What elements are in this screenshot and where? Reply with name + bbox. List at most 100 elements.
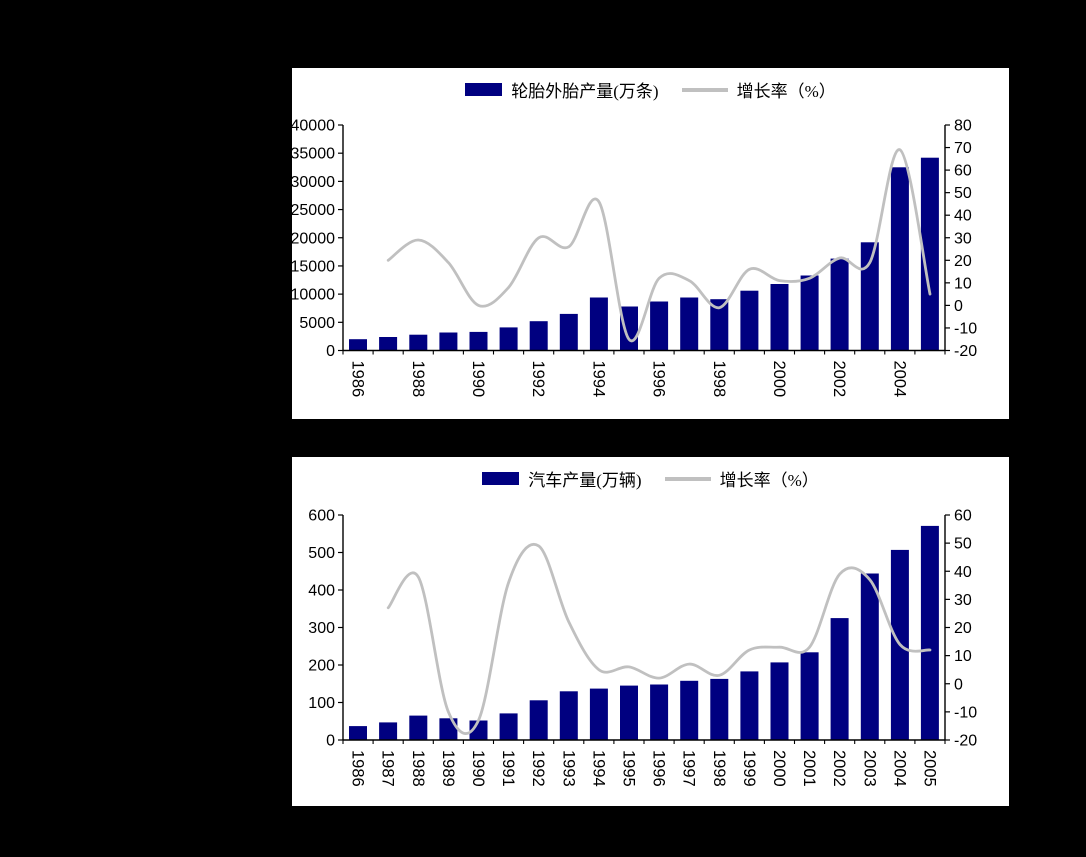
bar-2000	[770, 284, 789, 351]
left-axis-label-0: 0	[326, 733, 335, 750]
bar-1990	[469, 720, 488, 740]
right-axis-label-10: 10	[954, 275, 972, 292]
right-axis-label--10: -10	[954, 320, 977, 337]
x-axis-label-1994: 1994	[589, 361, 607, 398]
left-axis-label-300: 300	[308, 620, 335, 637]
bar-1987	[379, 337, 398, 351]
x-axis-label-2000: 2000	[770, 361, 788, 398]
bar-1995	[620, 685, 638, 740]
x-axis-label-1995: 1995	[619, 750, 637, 787]
auto-production-plot: 60050040030020010006050403020100-10-2019…	[308, 508, 977, 787]
x-axis-label-1990: 1990	[469, 750, 487, 787]
x-axis-label-2004: 2004	[890, 361, 908, 398]
x-axis-label-1988: 1988	[409, 361, 427, 398]
bar-1991	[499, 713, 518, 740]
left-axis-label-30000: 30000	[292, 174, 335, 191]
right-axis-label-80: 80	[954, 118, 972, 135]
right-axis-label-70: 70	[954, 140, 972, 157]
right-axis-label-20: 20	[954, 253, 972, 270]
right-axis-label-30: 30	[954, 592, 972, 609]
bar-1986	[349, 339, 367, 351]
x-axis-label-2001: 2001	[800, 750, 818, 787]
tire-chart-legend: 轮胎外胎产量(万条) 增长率（%）	[292, 77, 1009, 102]
right-axis-label-0: 0	[954, 298, 963, 315]
growth-line-legend-label: 增长率（%）	[719, 471, 819, 490]
left-axis-label-15000: 15000	[292, 258, 335, 275]
x-axis-label-1998: 1998	[710, 750, 728, 787]
bar-2001	[800, 275, 819, 351]
x-axis-label-1986: 1986	[349, 750, 367, 787]
bar-2005	[920, 525, 939, 740]
x-axis-label-2002: 2002	[830, 361, 848, 398]
bar-1992	[529, 321, 548, 351]
bar-1998	[710, 299, 729, 351]
right-axis-label-10: 10	[954, 648, 972, 665]
bar-1989	[439, 718, 458, 741]
bar-1996	[650, 684, 669, 740]
bar-1993	[559, 691, 578, 741]
x-axis-label-1989: 1989	[439, 750, 457, 787]
right-axis-label-40: 40	[954, 208, 972, 225]
bar-1997	[680, 680, 699, 741]
bar-2002	[830, 258, 849, 351]
left-axis-label-400: 400	[308, 583, 335, 600]
x-axis-label-1996: 1996	[650, 750, 668, 787]
auto-bar-legend-label: 汽车产量(万辆)	[528, 471, 642, 490]
bar-1997	[680, 297, 699, 351]
x-axis-label-1986: 1986	[349, 361, 367, 398]
auto-production-chart-panel: 汽车产量(万辆) 增长率（%） 600 500 400 300 200 100 0 60 50 4…	[292, 457, 1009, 806]
right-axis-label-40: 40	[954, 564, 972, 581]
left-axis-label-200: 200	[308, 658, 335, 675]
bar-2003	[860, 242, 879, 351]
bar-1992	[529, 700, 548, 741]
bar-1994	[589, 688, 608, 740]
left-axis-label-25000: 25000	[292, 202, 335, 219]
right-axis-label-60: 60	[954, 163, 972, 180]
tire-bar-legend-label: 轮胎外胎产量(万条)	[511, 82, 659, 101]
x-axis-label-1991: 1991	[499, 750, 517, 787]
right-axis-label--10: -10	[954, 704, 977, 721]
x-axis-label-1993: 1993	[559, 750, 577, 787]
left-axis-label-600: 600	[308, 508, 335, 525]
x-axis-label-1998: 1998	[710, 361, 728, 398]
right-axis-label--20: -20	[954, 733, 977, 750]
bar-1988	[409, 715, 428, 740]
bar-1995	[620, 306, 638, 351]
bar-1989	[439, 332, 458, 351]
bar-1987	[379, 722, 398, 740]
growth-rate-line	[386, 543, 932, 735]
right-axis-label-50: 50	[954, 536, 972, 553]
left-axis-label-10000: 10000	[292, 287, 335, 304]
bar-2000	[770, 662, 789, 740]
growth-line-legend-swatch	[681, 87, 728, 92]
x-axis-label-1990: 1990	[469, 361, 487, 398]
bar-1986	[349, 726, 367, 740]
left-axis-label-5000: 5000	[299, 315, 335, 332]
auto-bar-legend-swatch	[482, 472, 520, 485]
right-axis-label--20: -20	[954, 343, 977, 360]
bar-1993	[559, 313, 578, 351]
bar-2004	[890, 167, 909, 351]
growth-line-legend-label: 增长率（%）	[736, 82, 836, 101]
left-axis-label-20000: 20000	[292, 230, 335, 247]
x-axis-label-1994: 1994	[589, 750, 607, 787]
tire-production-chart-panel: 轮胎外胎产量(万条) 增长率（%） 40000 35000 30000 25000 20…	[292, 68, 1009, 419]
x-axis-label-1988: 1988	[409, 750, 427, 787]
x-axis-label-1987: 1987	[379, 750, 397, 787]
tire-bar-legend-swatch	[465, 83, 503, 96]
x-axis-label-2003: 2003	[860, 750, 878, 787]
x-axis-label-2004: 2004	[890, 750, 908, 787]
growth-rate-line	[386, 148, 932, 343]
left-axis-label-100: 100	[308, 695, 335, 712]
x-axis-label-1992: 1992	[529, 361, 547, 398]
right-axis-label-0: 0	[954, 676, 963, 693]
bar-2003	[860, 573, 879, 740]
bar-1994	[589, 297, 608, 351]
x-axis-label-2005: 2005	[921, 750, 939, 787]
right-axis-label-30: 30	[954, 230, 972, 247]
bar-1999	[740, 290, 759, 351]
x-axis-label-2002: 2002	[830, 750, 848, 787]
bar-1991	[499, 327, 518, 351]
bar-2002	[830, 618, 849, 740]
